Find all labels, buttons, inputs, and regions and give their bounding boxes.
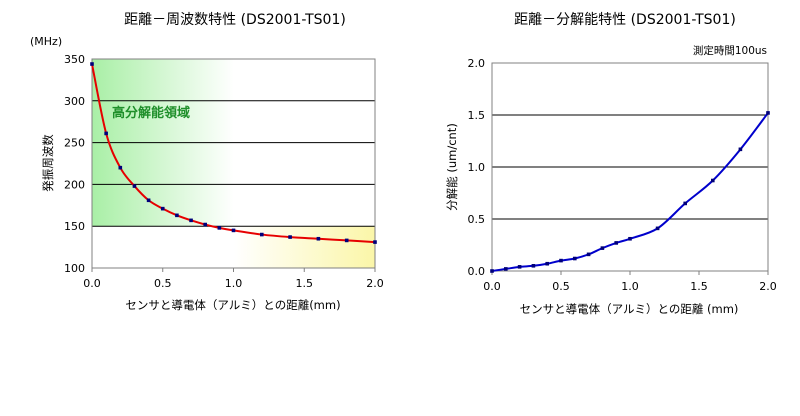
x-tick-label: 1.5 xyxy=(296,277,314,290)
data-point xyxy=(545,261,549,266)
x-tick-label: 1.5 xyxy=(690,280,708,293)
y-tick-label: 2.0 xyxy=(468,57,486,70)
x-tick-labels: 0.0 0.5 1.0 1.5 2.0 xyxy=(483,271,777,293)
y-axis-label: 分解能 (um/cnt) xyxy=(445,123,459,211)
x-tick-label: 0.5 xyxy=(552,280,570,293)
region-label: 高分解能領域 xyxy=(112,105,190,121)
data-point xyxy=(203,222,207,227)
data-point xyxy=(600,246,605,250)
resolution-chart: 距離－分解能特性 (DS2001-TS01) 測定時間100us 0.0 0.5 1… xyxy=(445,11,777,316)
data-point xyxy=(683,201,687,206)
data-point xyxy=(118,165,123,170)
frequency-chart: 距離－周波数特性 (DS2001-TS01) 100 150 200 250 300 35… xyxy=(30,11,384,312)
data-point xyxy=(628,236,632,241)
data-point xyxy=(766,111,770,115)
data-point xyxy=(573,256,577,261)
series-frequency xyxy=(90,62,377,244)
data-point xyxy=(655,226,660,231)
y-unit-label: (MHz) xyxy=(30,35,62,48)
data-point xyxy=(260,232,264,237)
region-low-resolution-fill xyxy=(234,226,375,268)
data-point xyxy=(160,206,165,211)
data-point xyxy=(146,198,151,203)
series-line xyxy=(91,63,376,244)
y-tick-label: 1.5 xyxy=(468,109,486,122)
x-tick-label: 1.0 xyxy=(621,280,639,293)
y-tick-label: 1.0 xyxy=(468,161,486,174)
data-point xyxy=(504,267,508,271)
grid-lines xyxy=(492,114,768,220)
x-tick-label: 0.0 xyxy=(483,280,501,293)
x-axis-label: センサと導電体（アルミ）との距離 (mm) xyxy=(520,302,739,316)
x-tick-label: 0.0 xyxy=(83,277,101,290)
x-tick-label: 2.0 xyxy=(366,277,384,290)
y-tick-labels: 100 150 200 250 300 350 xyxy=(64,53,85,275)
series-line xyxy=(491,112,769,272)
y-axis-label: 発振周波数 xyxy=(41,134,55,192)
data-point xyxy=(231,228,236,233)
y-tick-label: 200 xyxy=(64,178,85,191)
y-tick-labels: 0.0 0.5 1.0 1.5 2.0 xyxy=(468,57,486,278)
data-point xyxy=(316,236,321,241)
data-point xyxy=(344,238,349,243)
data-point xyxy=(586,252,591,257)
data-point xyxy=(104,131,108,136)
chart-title: 距離－分解能特性 (DS2001-TS01) xyxy=(514,11,736,28)
data-point xyxy=(517,265,522,269)
grid-lines xyxy=(92,100,375,227)
x-tick-labels: 0.0 0.5 1.0 1.5 2.0 xyxy=(83,268,384,290)
data-point xyxy=(738,147,743,152)
data-point xyxy=(288,235,292,239)
x-tick-label: 2.0 xyxy=(759,280,777,293)
y-tick-label: 100 xyxy=(64,262,85,275)
y-tick-label: 250 xyxy=(64,137,85,150)
data-point xyxy=(711,178,715,183)
data-point xyxy=(189,218,193,223)
data-point xyxy=(614,241,618,245)
chart-title: 距離－周波数特性 (DS2001-TS01) xyxy=(124,11,346,28)
measurement-time-note: 測定時間100us xyxy=(693,44,767,57)
y-tick-label: 300 xyxy=(64,95,85,108)
data-point xyxy=(217,226,222,230)
x-axis-label: センサと導電体（アルミ）との距離(mm) xyxy=(125,298,340,312)
data-point xyxy=(531,264,536,268)
data-point xyxy=(373,240,377,244)
data-point xyxy=(490,269,494,273)
x-tick-label: 0.5 xyxy=(154,277,172,290)
data-point xyxy=(132,184,137,188)
y-tick-label: 350 xyxy=(64,53,85,66)
series-resolution xyxy=(490,111,770,273)
data-point xyxy=(90,62,94,66)
y-tick-label: 150 xyxy=(64,220,85,233)
data-point xyxy=(175,213,179,218)
y-tick-label: 0.0 xyxy=(468,265,486,278)
x-tick-label: 1.0 xyxy=(225,277,243,290)
data-point xyxy=(559,258,563,263)
y-tick-label: 0.5 xyxy=(468,213,486,226)
